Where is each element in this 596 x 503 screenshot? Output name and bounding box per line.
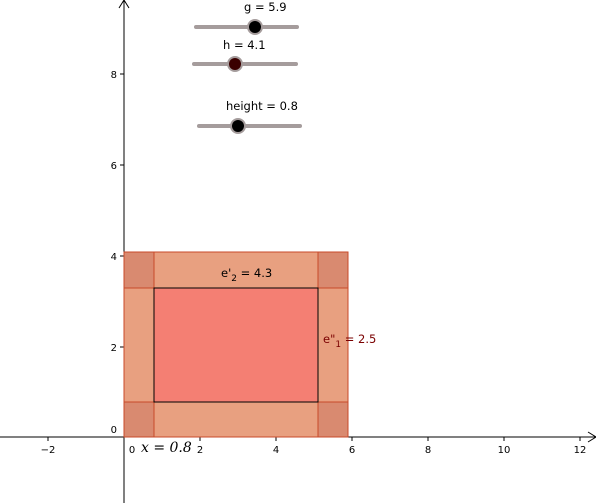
inner-rectangle-base[interactable] [153,287,319,403]
slider-h-label: h = 4.1 [223,38,266,52]
x-origin-label: 0 [129,445,135,456]
corner-square-bottom-right[interactable] [317,401,349,438]
slider-height-knob[interactable] [232,120,244,132]
corner-square-top-right[interactable] [317,251,349,289]
e1-value: = 2.5 [341,332,376,346]
slider-g[interactable]: g = 5.9 [194,0,299,35]
corner-square-top-left[interactable] [123,251,155,289]
segment-label-e1: e"1 = 2.5 [323,332,376,350]
y-tick-label: 2 [111,343,117,354]
slider-g-label: g = 5.9 [244,0,287,14]
e2-subscript: 2 [231,274,237,284]
x-tick-label: 2 [197,445,203,456]
x-tick-label: 6 [349,445,355,456]
x-tick-label: 10 [498,445,511,456]
e2-prefix: e' [221,266,231,280]
y-tick-label: 8 [111,70,117,81]
slider-height[interactable]: height = 0.8 [197,99,302,134]
x-tick-label: −2 [41,445,56,456]
slider-h-knob[interactable] [229,58,241,70]
corner-square-bottom-left[interactable] [123,401,155,438]
x-tick-label: 4 [273,445,279,456]
slider-g-knob[interactable] [249,21,261,33]
x-axis-arrow-icon [587,431,596,443]
y-tick-label: 4 [111,252,117,263]
y-tick-label: 6 [111,161,117,172]
slider-h[interactable]: h = 4.1 [192,38,298,72]
y-axis-arrow-icon [118,0,130,9]
box-construction[interactable] [123,251,349,438]
x-value-label: x = 0.8 [141,440,192,456]
x-tick-label: 12 [574,445,587,456]
y-origin-label: 0 [111,425,117,436]
e2-value: = 4.3 [237,266,272,280]
e1-subscript: 1 [335,340,341,350]
x-tick-label: 8 [425,445,431,456]
e1-prefix: e" [323,332,335,346]
segment-label-e2: e'2 = 4.3 [221,266,272,284]
slider-height-label: height = 0.8 [226,99,298,113]
